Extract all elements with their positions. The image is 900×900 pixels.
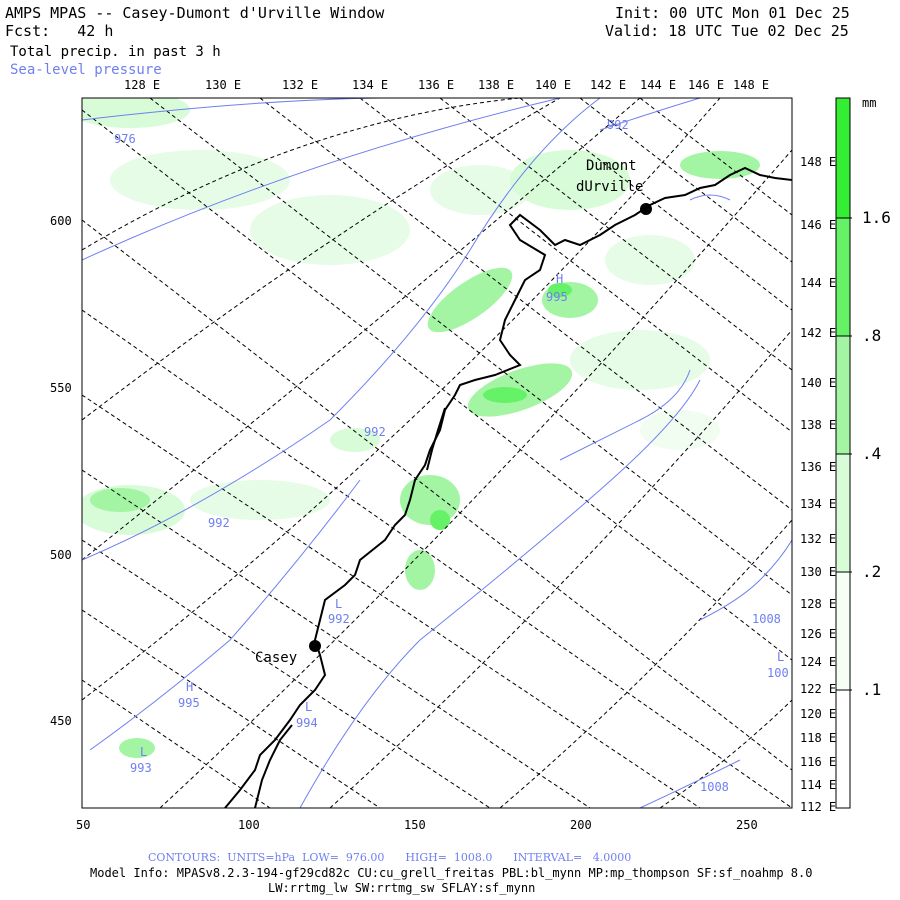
casey-marker[interactable]: [309, 640, 321, 652]
y-tick-label: 450: [50, 714, 72, 728]
plot-title: AMPS MPAS -- Casey-Dumont d'Urville Wind…: [5, 4, 385, 22]
contour-label: 994: [296, 716, 318, 730]
right-lon-label: 134 E: [800, 497, 837, 511]
x-tick-label: 100: [238, 818, 260, 832]
high-mark: H: [556, 272, 564, 286]
colorbar-label: .8: [862, 326, 882, 345]
contour-label: 992: [328, 612, 350, 626]
contour-info: CONTOURS: UNITS=hPa LOW= 976.00 HIGH= 10…: [148, 851, 632, 864]
colorbar-units: mm: [862, 96, 877, 110]
colorbar-label: .1: [862, 680, 882, 699]
station-label-dumont: Dumont: [586, 158, 637, 174]
x-tick-label: 200: [570, 818, 592, 832]
slp-contours: [82, 98, 792, 808]
contour-label: 992: [607, 118, 629, 132]
right-lon-label: 128 E: [800, 597, 837, 611]
right-lon-label: 142 E: [800, 326, 837, 340]
top-lon-label: 148 E: [733, 78, 770, 92]
contour-label: 995: [178, 696, 200, 710]
right-lon-label: 126 E: [800, 627, 837, 641]
model-info-2: LW:rrtmg_lw SW:rrtmg_sw SFLAY:sf_mynn: [268, 881, 536, 895]
low-mark: L: [777, 650, 785, 664]
right-lon-label: 148 E: [800, 155, 837, 169]
low-mark: L: [305, 700, 313, 714]
top-lon-label: 128 E: [124, 78, 161, 92]
y-tick-label: 550: [50, 381, 72, 395]
colorbar-segment-0.8: [836, 218, 850, 336]
colorbar-segment-0.2: [836, 454, 850, 572]
colorbar-segment-0.4: [836, 336, 850, 454]
contour-label: 1008: [700, 780, 729, 794]
top-lon-label: 136 E: [418, 78, 455, 92]
colorbar: [835, 97, 852, 809]
contour-label: 992: [364, 425, 386, 439]
right-lon-label: 140 E: [800, 376, 837, 390]
dumont-durville-marker[interactable]: [640, 203, 652, 215]
station-label-durville: dUrville: [576, 179, 644, 195]
colorbar-label: .2: [862, 562, 882, 581]
top-lon-label: 134 E: [352, 78, 389, 92]
top-lon-label: 142 E: [590, 78, 627, 92]
x-tick-label: 250: [736, 818, 758, 832]
right-lon-label: 122 E: [800, 682, 837, 696]
field-label-precip: Total precip. in past 3 h: [10, 44, 221, 60]
x-tick-label: 150: [404, 818, 426, 832]
station-label-casey: Casey: [255, 650, 298, 666]
top-lon-label: 140 E: [535, 78, 572, 92]
right-lon-label: 114 E: [800, 778, 837, 792]
precip-shading: [82, 98, 760, 758]
right-lon-label: 120 E: [800, 707, 837, 721]
right-lon-label: 136 E: [800, 460, 837, 474]
contour-label: 995: [546, 290, 568, 304]
contour-label: 976: [114, 132, 136, 146]
top-lon-label: 132 E: [282, 78, 319, 92]
contour-label: 993: [130, 761, 152, 775]
right-lon-label: 138 E: [800, 418, 837, 432]
contour-label: 992: [208, 516, 230, 530]
right-lon-label: 118 E: [800, 731, 837, 745]
colorbar-segment-1.6: [836, 98, 850, 218]
y-tick-label: 500: [50, 548, 72, 562]
low-mark: L: [140, 745, 148, 759]
right-lon-label: 112 E: [800, 800, 837, 814]
model-info: Model Info: MPASv8.2.3-194-gf29cd82c CU:…: [90, 866, 813, 880]
valid-time: Valid: 18 UTC Tue 02 Dec 25: [605, 22, 849, 40]
graticule: [82, 98, 792, 808]
right-lon-label: 146 E: [800, 218, 837, 232]
right-lon-label: 130 E: [800, 565, 837, 579]
x-tick-label: 50: [76, 818, 91, 832]
contour-label: 1008: [752, 612, 781, 626]
forecast-hour: Fcst: 42 h: [5, 22, 114, 40]
colorbar-label: 1.6: [862, 208, 891, 227]
top-lon-label: 146 E: [688, 78, 725, 92]
colorbar-segment-0.1: [836, 572, 850, 690]
right-lon-label: 144 E: [800, 276, 837, 290]
top-lon-label: 138 E: [478, 78, 515, 92]
contour-label: 100: [767, 666, 789, 680]
field-label-slp: Sea-level pressure: [10, 62, 162, 78]
colorbar-label: .4: [862, 444, 882, 463]
y-tick-label: 600: [50, 214, 72, 228]
low-mark: L: [335, 597, 343, 611]
right-lon-label: 116 E: [800, 755, 837, 769]
right-lon-label: 132 E: [800, 532, 837, 546]
high-mark: H: [186, 680, 194, 694]
init-time: Init: 00 UTC Mon 01 Dec 25: [615, 4, 850, 22]
top-lon-label: 144 E: [640, 78, 677, 92]
right-lon-label: 124 E: [800, 655, 837, 669]
top-lon-label: 130 E: [205, 78, 242, 92]
